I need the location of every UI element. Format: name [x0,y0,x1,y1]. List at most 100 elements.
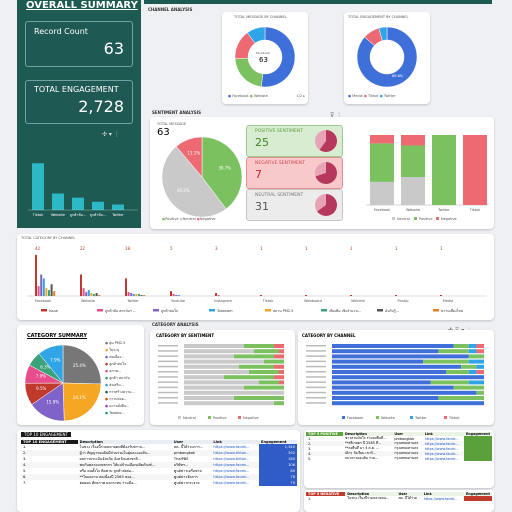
table-cell: 78 [259,474,297,480]
table-cell: กรุงเทพมหานคร [394,456,419,460]
table-cell: 2. [308,441,312,446]
table-header: TOP 10 ENGAGEMENT [21,440,78,444]
category-channel-x-label: Media [443,299,454,303]
table-cell[interactable]: https://www.faceb... [423,496,458,501]
table-cell[interactable]: https://www.faceb... [213,469,250,473]
table-header[interactable]: Engagement [259,440,297,444]
category-channel-bar [127,292,130,296]
table-header[interactable]: User [396,492,422,496]
table-header[interactable]: Description [345,492,397,496]
category-sentiment-segment [274,364,284,369]
category-channel-bar [48,290,50,296]
table-cell[interactable]: https://www.faceb... [213,445,250,449]
category-channel-bar [135,294,138,296]
table-cell: 180 [259,456,297,462]
positive-sentiment-card: POSITIVE SENTIMENT 25 [246,125,343,157]
table-header[interactable]: Link [421,492,464,496]
sentiment-stack-label: Facebook [374,208,391,212]
category-channel-row-label [306,371,326,373]
table-row: 5. ธนาคารออมสิน ร่วม... กรุงเทพมหานคร https… [306,456,492,461]
table-cell[interactable]: https://www.faceb... [213,481,250,485]
category-channel-legend-label: สถาน PM2.5 [273,309,293,313]
category-channel-bar [45,288,48,296]
table-header[interactable]: Link [211,440,259,444]
category-channel-segment [332,359,424,364]
table-cell[interactable]: https://www.faceb... [424,451,459,456]
sentiment-stack-legend-swatch [392,217,395,220]
table-row: 3. ผลการประเมินจังหวัด จังหวัดแห่งชาติ...… [21,456,297,462]
sentiment-pie-legend: ●Positive ●Neutral ●Negative [162,217,216,221]
table-cell[interactable]: https://www.faceb... [213,475,250,479]
category-channel-segment [468,354,484,359]
category-sentiment-segment [184,396,234,400]
table-row: 1. ในช่วง เรื่องนี้ร่วมหลายคนที่ต้องรับทร… [21,444,297,450]
category-channel-segment [476,364,484,369]
top5-negative-table: TOP 5 NEGATIVE Description User Link Engagem… [306,492,492,501]
record-count-value: 63 [103,39,124,58]
summary-toolbar[interactable]: ✣ ▾ ⋮ [102,131,120,138]
top10-table: TOP 10 ENGAGEMENT Description User Link Enga… [21,440,297,486]
category-channel-top-label: 1 [350,246,353,251]
category-channel-bar [170,291,172,296]
category-channel-row-label [306,402,326,404]
category-channel-bar [350,295,352,296]
sentiment-analysis-title: SENTIMENT ANALYSIS [152,110,201,115]
category-sentiment-segment [184,390,284,395]
table-header[interactable]: Link [422,432,464,436]
category-channel-legend-label: ความเสี่ยงใหม่ [441,308,463,313]
table-header[interactable]: User [171,440,212,444]
category-channel-top-label: 5 [170,246,173,251]
summary-bar [92,201,104,210]
category-channel-top-label: 1 [305,246,308,251]
category-channel-legend-swatch [444,416,447,419]
category-sentiment-row-label [158,350,178,352]
table-cell: ศูนย์ข่าวจัดการ [173,475,198,479]
category-channel-segment [476,390,484,395]
engagement-legend: ● Media ● Tiktok ● Twitter [348,94,396,98]
sentiment-stack-segment [432,135,456,205]
table-row: 1. ในช่วง เรื่องนี้ร่วมหลายคน... สด. นี้ได… [306,496,492,501]
category-sentiment-segment [249,370,279,374]
table-cell[interactable]: https://www.faceb... [424,456,459,461]
table-cell: 80 [259,468,297,474]
category-channel-bar [95,293,98,296]
category-channel-x-label: Instagram [214,299,232,303]
category-channel-segment [332,396,439,400]
category-channel-top-label: 1 [440,246,443,251]
table-header[interactable]: Engagement [463,432,492,436]
sentiment-toolbar[interactable]: ⊽ ⋮ [330,112,343,119]
category-sentiment-segment [244,385,284,390]
table-header[interactable]: User [392,432,423,436]
category-summary-pie-slice-label: 7.9% [36,374,46,379]
category-summary-title: CATEGORY SUMMARY [27,333,87,339]
table-cell: 1,340 [259,444,297,450]
sentiment-stack-legend-label: Neutral [397,217,410,221]
table-row: 4. เด็กๆ วัยเรียน เขาก็... กรุงเทพมหานคร ht… [306,451,492,456]
category-sentiment-segment [239,364,274,369]
table-cell[interactable]: https://www.faceb... [424,436,459,441]
table-cell[interactable]: https://www.tiktok... [213,451,250,455]
category-channel-legend-swatch [97,309,103,312]
message-pager[interactable]: 1/2 ▸ [296,94,305,98]
category-channel-bar [93,294,95,296]
table-header[interactable]: Description [77,440,172,444]
table-header[interactable]: Engagement [463,492,492,496]
category-summary-pie-slice [62,344,102,385]
message-center-value: 63 [259,56,268,64]
sentiment-stack-label: Website [406,208,420,212]
category-sentiment-segment [184,359,264,364]
category-channel-bar [440,295,442,296]
sentiment-stack-segment [401,135,425,146]
category-channel-bar [175,295,178,296]
table-cell[interactable]: https://www.tiktok... [213,457,250,461]
table-cell[interactable]: https://www.faceb... [424,446,459,451]
table-cell[interactable]: https://www.faceb... [424,441,459,446]
sentiment-stack-segment [463,135,487,205]
table-cell[interactable]: https://www.faceb... [213,463,250,467]
category-channel-top-label: 3 [215,246,218,251]
message-center-label: Facebook [256,51,271,55]
category-channel-bar [132,294,135,296]
category-by-sentiment-chart: Neutral Positive Negative [158,344,284,420]
table-header[interactable]: Description [342,432,393,436]
engagement-donut-slice [356,26,418,88]
